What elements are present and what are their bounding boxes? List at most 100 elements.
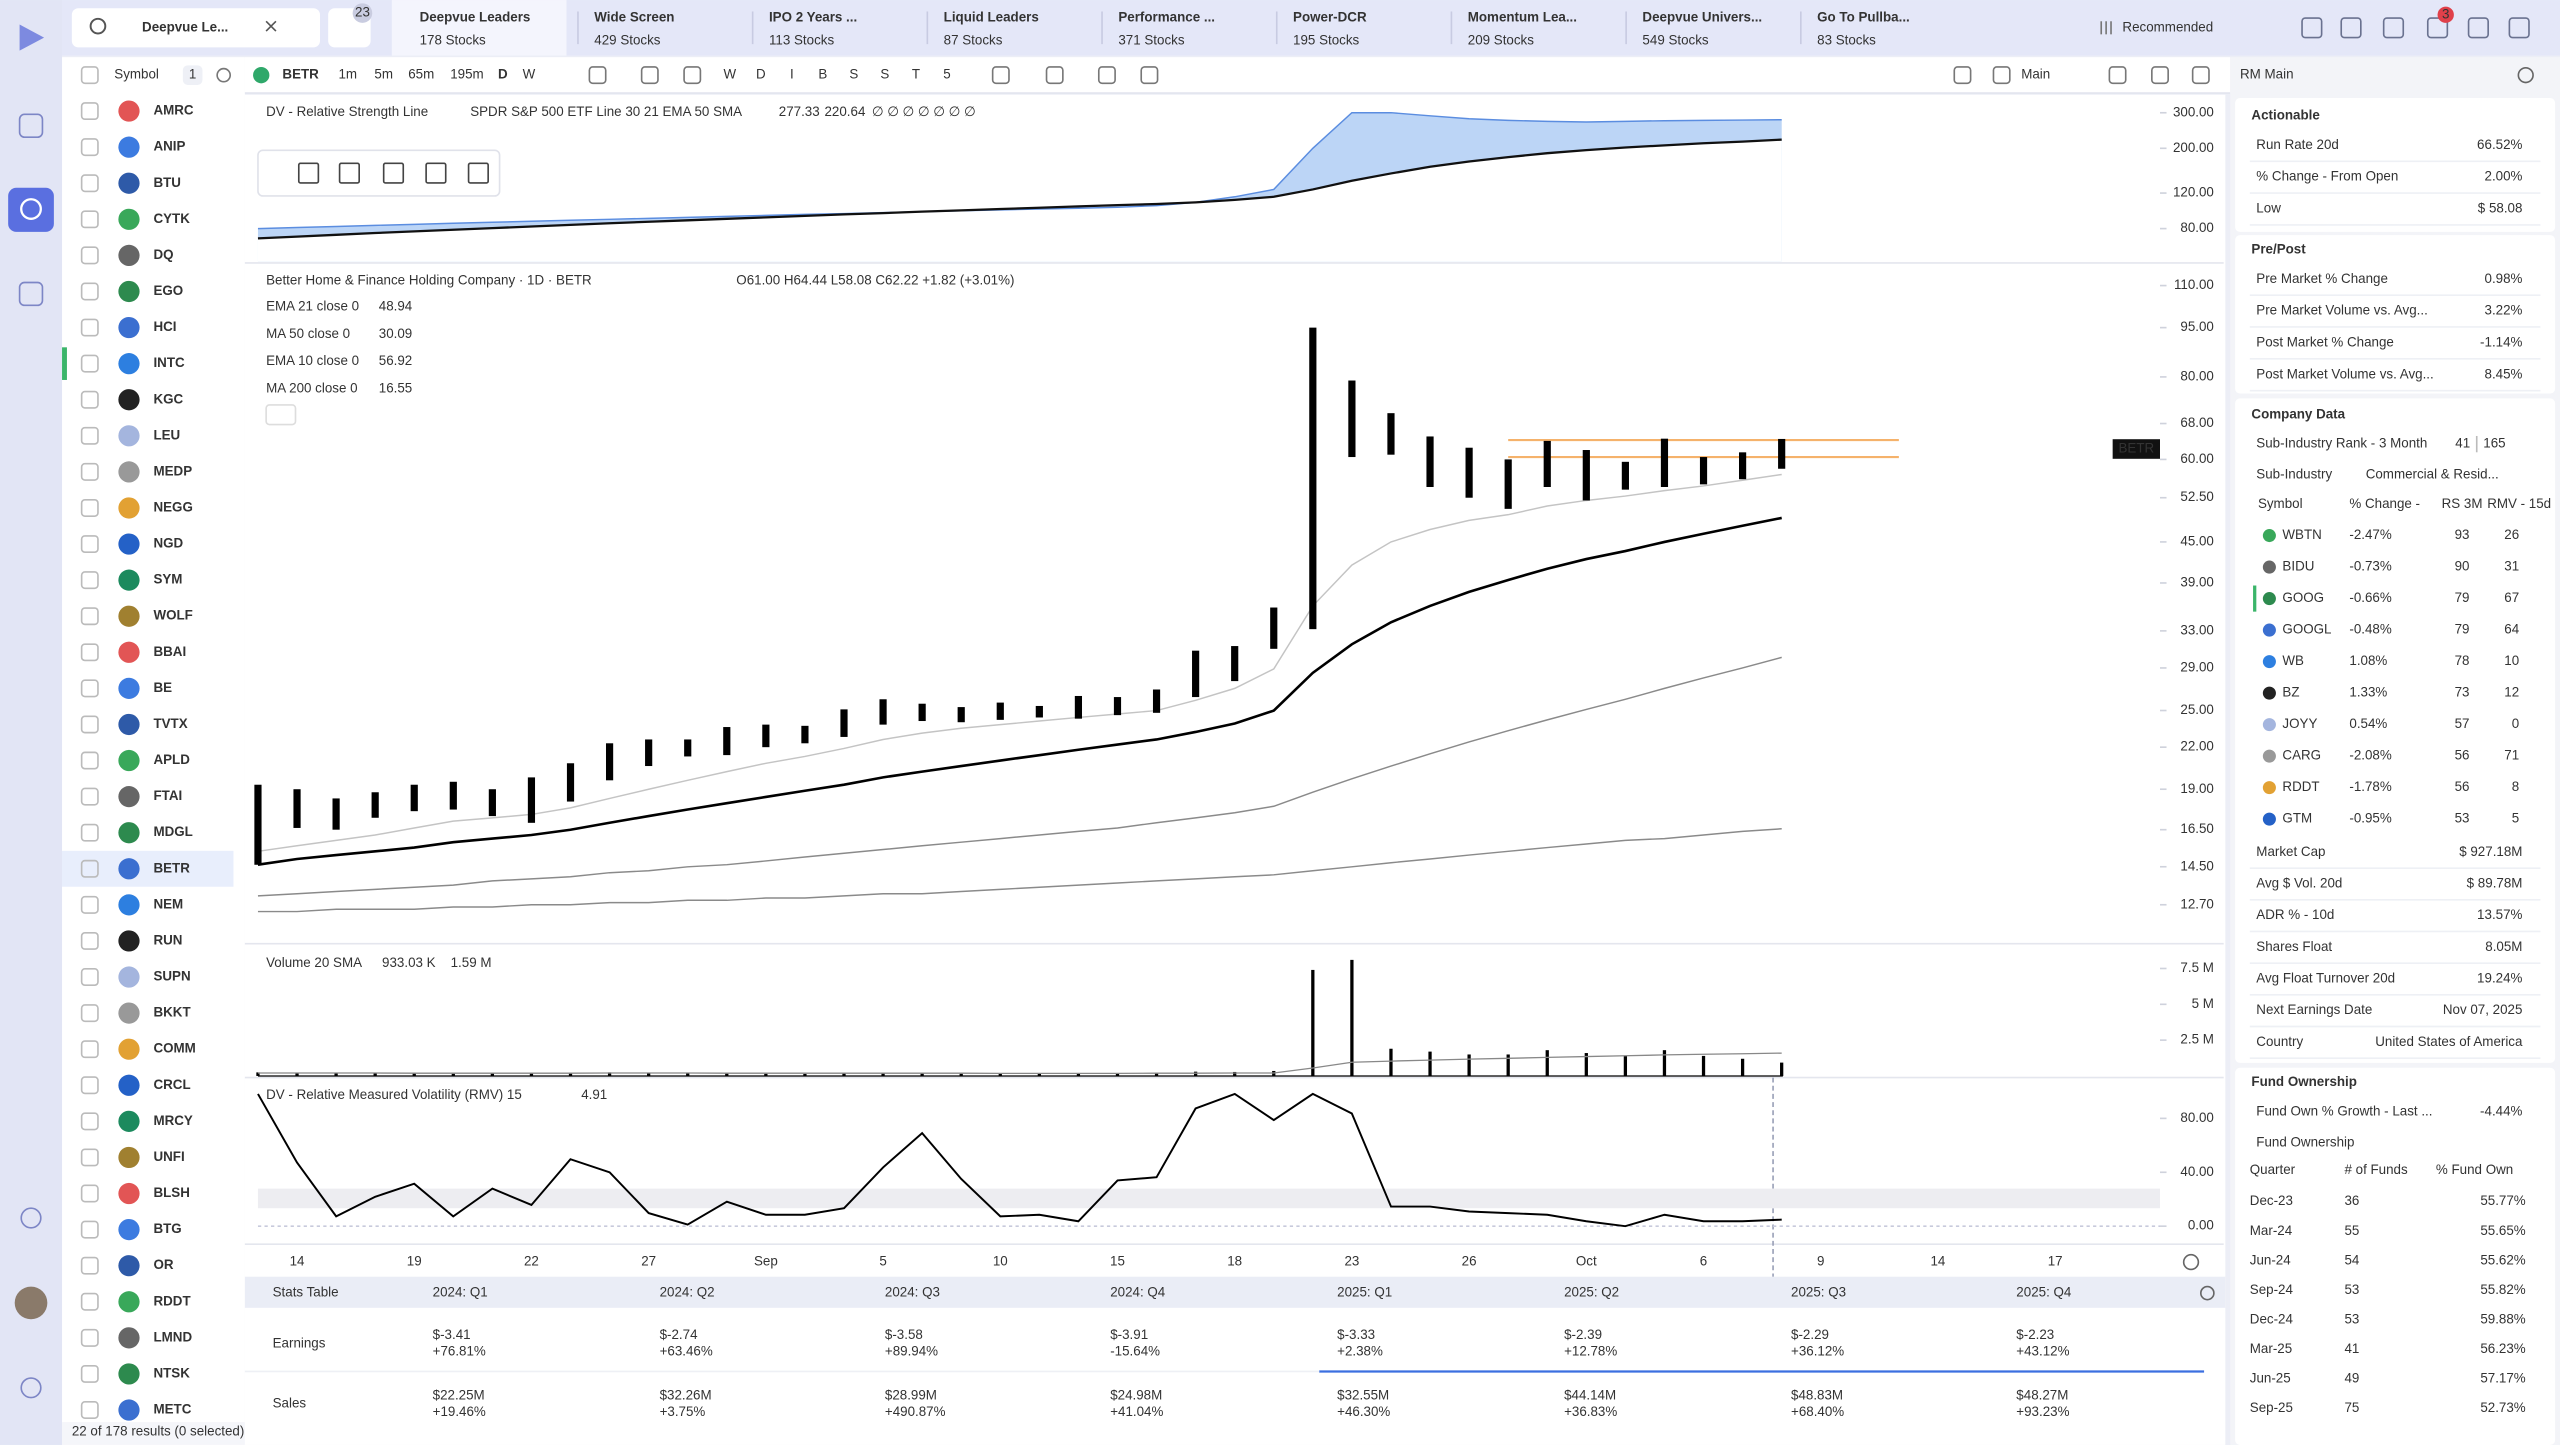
checkbox[interactable] <box>80 246 99 265</box>
checkbox[interactable] <box>80 823 99 842</box>
tool-icon[interactable] <box>2108 66 2127 85</box>
watchlist-symbol[interactable]: BETR <box>153 860 190 875</box>
checkbox[interactable] <box>80 282 99 301</box>
watchlist-symbol[interactable]: LEU <box>153 427 180 442</box>
checkbox[interactable] <box>80 1184 99 1203</box>
watchlist-symbol[interactable]: METC <box>153 1402 191 1417</box>
checkbox[interactable] <box>80 535 99 554</box>
drawing-tool[interactable] <box>297 162 320 184</box>
watchlist-symbol[interactable]: ANIP <box>153 139 185 154</box>
watchlist-symbol[interactable]: CYTK <box>153 211 190 226</box>
tab-count[interactable]: 209 Stocks <box>1468 32 1534 47</box>
checkbox[interactable] <box>80 1292 99 1311</box>
avatar[interactable] <box>14 1286 48 1320</box>
event-toggle[interactable]: B <box>818 67 827 82</box>
interval[interactable]: W <box>523 67 536 82</box>
tab-count[interactable]: 113 Stocks <box>769 32 834 47</box>
tab-count[interactable]: 371 Stocks <box>1118 32 1184 47</box>
checkbox[interactable] <box>80 1401 99 1419</box>
tab-count[interactable]: 195 Stocks <box>1293 32 1359 47</box>
tab-name[interactable]: Performance ... <box>1118 10 1215 25</box>
checkbox[interactable] <box>80 498 99 517</box>
event-toggle[interactable]: D <box>756 67 766 82</box>
watchlist-symbol[interactable]: EGO <box>153 283 183 298</box>
drawing-tool[interactable] <box>382 162 405 184</box>
checkbox[interactable] <box>80 787 99 806</box>
checkbox[interactable] <box>80 607 99 626</box>
checkbox[interactable] <box>80 1076 99 1095</box>
interval[interactable]: 1m <box>338 67 357 82</box>
toolbar-icon[interactable] <box>2340 17 2362 39</box>
nav-icon[interactable] <box>18 113 44 139</box>
watchlist-symbol[interactable]: UNFI <box>153 1149 184 1164</box>
event-toggle[interactable]: S <box>880 67 889 82</box>
watchlist-symbol[interactable]: BKKT <box>153 1005 191 1020</box>
search-box[interactable] <box>71 8 320 48</box>
tool-icon[interactable] <box>2191 66 2210 85</box>
checkbox[interactable] <box>80 210 99 229</box>
watchlist-symbol[interactable]: BTG <box>153 1221 181 1236</box>
tab-name[interactable]: Wide Screen <box>594 10 674 25</box>
watchlist-symbol[interactable]: NEM <box>153 896 183 911</box>
tab-count[interactable]: 83 Stocks <box>1817 32 1876 47</box>
event-toggle[interactable]: 5 <box>943 67 950 82</box>
checkbox[interactable] <box>80 1004 99 1023</box>
tool-icon[interactable] <box>1953 66 1972 85</box>
tab-name[interactable]: Deepvue Leaders <box>420 10 531 25</box>
toolbar-icon[interactable] <box>2301 17 2323 39</box>
checkbox[interactable] <box>80 1148 99 1167</box>
toolbar-icon[interactable] <box>2426 17 2449 39</box>
tool-icon[interactable] <box>991 66 1010 85</box>
checkbox[interactable] <box>80 318 99 337</box>
field-label[interactable]: Fund Ownership <box>2256 1134 2354 1149</box>
watchlist-symbol[interactable]: MRCY <box>153 1113 192 1128</box>
event-toggle[interactable]: W <box>723 67 736 82</box>
checkbox[interactable] <box>80 354 99 373</box>
toolbar-icon[interactable] <box>2467 17 2489 39</box>
peer-symbol[interactable]: GTM <box>2282 811 2312 826</box>
peer-symbol[interactable]: GOOGL <box>2282 622 2331 637</box>
tab-count[interactable]: 87 Stocks <box>944 32 1003 47</box>
watchlist-symbol[interactable]: BE <box>153 680 172 695</box>
checkbox[interactable] <box>80 426 99 445</box>
tab-name[interactable]: IPO 2 Years ... <box>769 10 857 25</box>
watchlist-symbol[interactable]: NGD <box>153 536 183 551</box>
tab-name[interactable]: Power-DCR <box>1293 10 1367 25</box>
sort-label[interactable]: Recommended <box>2122 19 2213 34</box>
watchlist-symbol[interactable]: APLD <box>153 752 190 767</box>
drawing-tool[interactable] <box>467 162 489 184</box>
checkbox[interactable] <box>80 751 99 770</box>
checkbox[interactable] <box>80 571 99 590</box>
settings-icon[interactable] <box>2200 1285 2215 1301</box>
checkbox[interactable] <box>80 643 99 662</box>
toolbar-icon[interactable] <box>2382 17 2405 39</box>
peer-symbol[interactable]: WB <box>2282 653 2304 668</box>
drawing-tool[interactable] <box>338 162 360 184</box>
layout-name[interactable]: Main <box>2021 67 2050 82</box>
checkbox[interactable] <box>80 1112 99 1131</box>
peer-symbol[interactable]: RDDT <box>2282 779 2319 794</box>
interval[interactable]: D <box>498 67 508 82</box>
settings-icon[interactable] <box>216 67 232 83</box>
event-toggle[interactable]: T <box>912 67 920 82</box>
checkbox[interactable] <box>80 859 99 878</box>
tab-name[interactable]: Go To Pullba... <box>1817 10 1910 25</box>
search-text[interactable]: Deepvue Le... <box>142 19 228 34</box>
tool-icon[interactable] <box>1140 66 1159 85</box>
checkbox[interactable] <box>80 1040 99 1059</box>
panel-title[interactable]: RM Main <box>2240 67 2294 82</box>
tool-icon[interactable] <box>1992 66 2011 85</box>
watchlist-symbol[interactable]: NEGG <box>153 500 192 515</box>
checkbox[interactable] <box>80 895 99 914</box>
tool-icon[interactable] <box>640 66 659 85</box>
watchlist-symbol[interactable]: BBAI <box>153 644 186 659</box>
checkbox[interactable] <box>80 679 99 698</box>
toolbar-icon[interactable] <box>2508 17 2530 39</box>
peer-symbol[interactable]: WBTN <box>2282 527 2321 542</box>
watchlist-symbol[interactable]: AMRC <box>153 103 193 118</box>
nav-icon-active[interactable] <box>8 187 54 232</box>
watchlist-symbol[interactable]: WOLF <box>153 608 192 623</box>
watchlist-symbol[interactable]: MDGL <box>153 824 192 839</box>
nav-icon[interactable] <box>18 281 44 307</box>
tool-icon[interactable] <box>588 66 607 85</box>
